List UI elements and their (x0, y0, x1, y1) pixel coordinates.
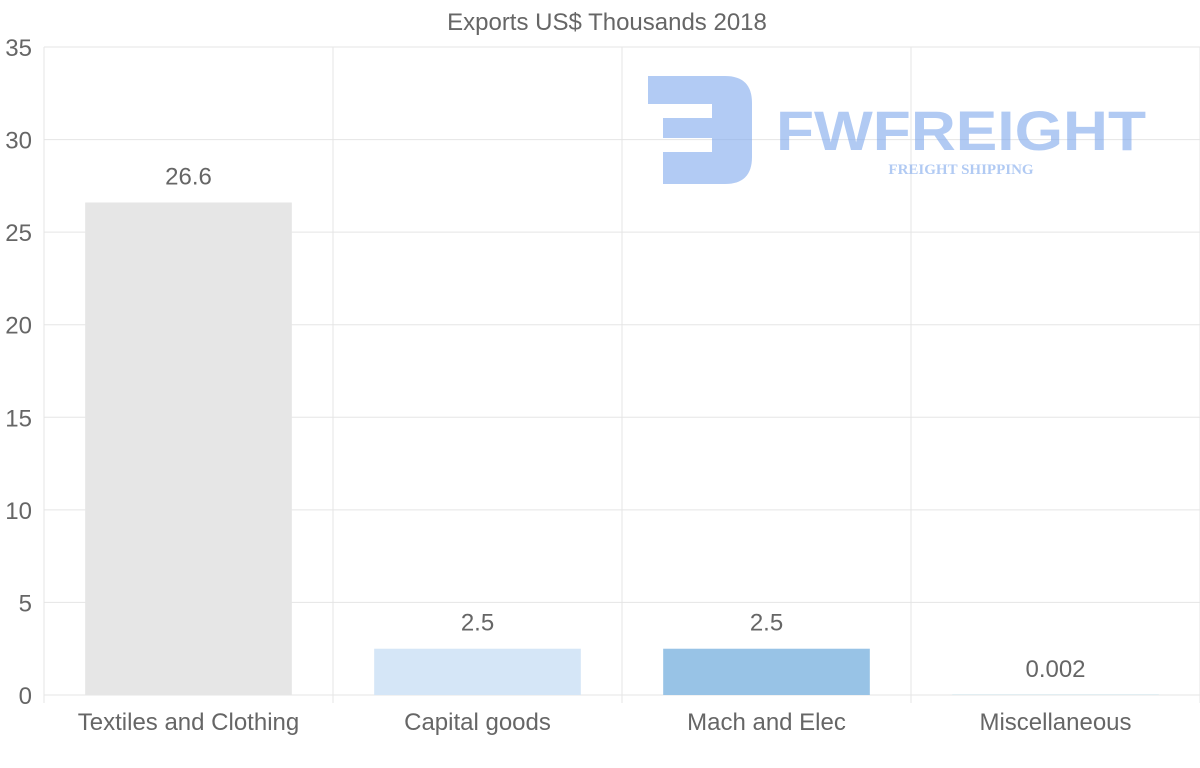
y-tick-label: 20 (5, 313, 32, 340)
bar[interactable] (374, 648, 581, 695)
data-label: 2.5 (750, 610, 783, 637)
x-tick-label: Mach and Elec (687, 709, 846, 736)
y-tick-label: 10 (5, 498, 32, 525)
y-tick-label: 30 (5, 128, 32, 155)
data-label: 2.5 (461, 610, 494, 637)
watermark-logo: FWFREIGHT FREIGHT SHIPPING (648, 76, 1146, 184)
data-label: 0.002 (1025, 656, 1085, 683)
bars-layer (85, 202, 1159, 695)
chart-title: Exports US$ Thousands 2018 (447, 9, 767, 36)
fw-logo-icon (648, 76, 752, 184)
data-label: 26.6 (165, 164, 212, 191)
x-tick-label: Capital goods (404, 709, 551, 736)
y-tick-label: 5 (19, 590, 32, 617)
y-tick-label: 15 (5, 405, 32, 432)
y-tick-label: 35 (5, 35, 32, 62)
bar[interactable] (663, 648, 870, 695)
bar[interactable] (85, 202, 292, 695)
x-tick-label: Miscellaneous (979, 709, 1131, 736)
bar[interactable] (952, 694, 1159, 695)
y-tick-label: 25 (5, 220, 32, 247)
x-tick-label: Textiles and Clothing (78, 709, 299, 736)
watermark-tagline: FREIGHT SHIPPING (888, 162, 1033, 178)
watermark-brand: FWFREIGHT (776, 99, 1146, 162)
y-tick-label: 0 (19, 683, 32, 710)
labels-layer: 0 5 10 15 20 25 30 35 26.6 Textiles and Clothing 2… (5, 35, 1131, 736)
